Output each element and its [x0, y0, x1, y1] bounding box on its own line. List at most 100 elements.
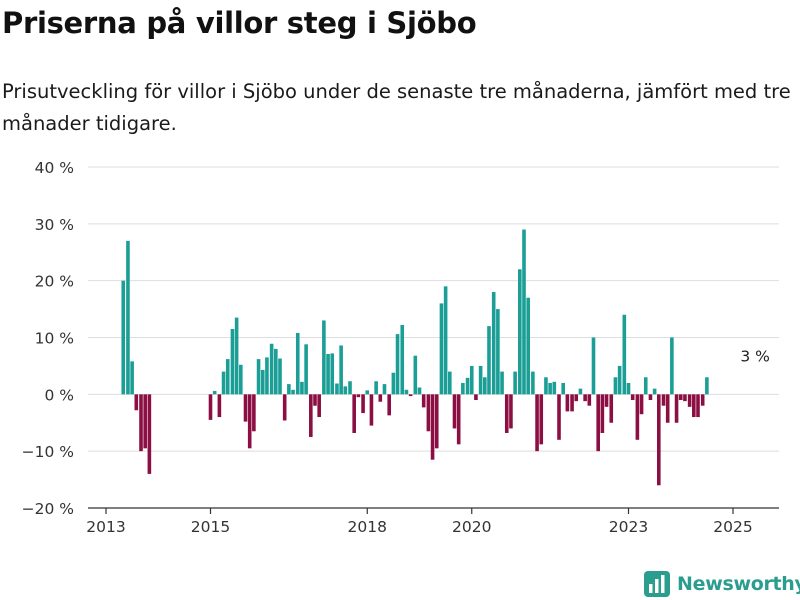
- bar: [500, 371, 504, 395]
- bar: [604, 394, 609, 407]
- bar: [269, 343, 274, 395]
- bar: [557, 394, 561, 440]
- bar: [326, 353, 330, 395]
- bar: [705, 377, 709, 395]
- bar: [234, 317, 239, 395]
- bars: [121, 229, 709, 486]
- bar: [260, 369, 265, 395]
- bar: [657, 394, 661, 486]
- x-tick-label: 2018: [348, 518, 387, 536]
- y-tick-label: 10 %: [35, 330, 74, 348]
- bar: [630, 394, 635, 401]
- x-tick-label: 2015: [191, 518, 230, 536]
- bar: [404, 389, 409, 395]
- bar: [478, 365, 483, 395]
- bar: [313, 394, 317, 406]
- bar: [309, 394, 313, 437]
- bar: [343, 386, 348, 395]
- bar: [452, 394, 457, 429]
- bar: [282, 394, 287, 421]
- x-tick-label: 2013: [86, 518, 125, 536]
- chart-subtitle: Prisutveckling för villor i Sjöbo under …: [2, 80, 791, 135]
- bar: [378, 394, 383, 402]
- y-tick-label: −10 %: [22, 443, 74, 461]
- bar: [561, 382, 565, 395]
- bar: [483, 377, 487, 395]
- bar: [426, 394, 431, 432]
- bar: [513, 371, 517, 395]
- bar: [643, 377, 648, 395]
- bar: [535, 394, 539, 452]
- grid-lines: [88, 166, 779, 452]
- bar: [335, 383, 339, 395]
- bar: [583, 394, 587, 402]
- bar: [665, 394, 670, 423]
- bar: [617, 365, 622, 395]
- bar: [469, 365, 474, 395]
- bar: [225, 359, 230, 395]
- bar: [443, 286, 448, 395]
- bar: [587, 394, 592, 406]
- bar: [352, 394, 356, 433]
- bar: [391, 372, 396, 395]
- bar: [526, 297, 530, 395]
- bar: [696, 394, 700, 418]
- bar: [491, 292, 496, 395]
- bar: [317, 394, 321, 418]
- bar: [687, 394, 692, 407]
- x-tick-label: 2020: [452, 518, 491, 536]
- bar: [217, 394, 222, 418]
- bar: [518, 269, 522, 395]
- bar: [439, 303, 444, 395]
- bar: [295, 332, 300, 395]
- chart-title: Priserna på villor steg i Sjöbo: [2, 6, 477, 40]
- bar-chart-logo-icon: [644, 571, 670, 597]
- bar: [683, 394, 687, 402]
- bar: [287, 384, 291, 395]
- bar: [212, 390, 217, 395]
- bar: [291, 389, 295, 395]
- y-tick-label: 0 %: [44, 386, 74, 404]
- bar: [121, 280, 126, 395]
- annotation-layer: 3 %: [740, 347, 770, 365]
- bar: [565, 394, 570, 412]
- bar: [230, 328, 235, 395]
- y-tick-label: 40 %: [35, 159, 74, 177]
- bar: [339, 345, 343, 395]
- bar: [387, 394, 391, 416]
- bar: [243, 394, 248, 422]
- bar: [678, 394, 683, 401]
- bar: [278, 358, 282, 395]
- bar: [622, 314, 627, 395]
- bar: [552, 381, 557, 395]
- x-tick-label: 2023: [609, 518, 648, 536]
- y-tick-label: −20 %: [22, 500, 74, 518]
- brand-name: Newsworthy: [677, 573, 800, 595]
- bar: [674, 394, 679, 423]
- bar: [130, 361, 134, 395]
- bar: [448, 371, 452, 395]
- bar: [304, 344, 308, 395]
- bar: [570, 394, 574, 412]
- bar: [139, 394, 143, 452]
- brand-logo: Newsworthy: [644, 569, 800, 599]
- bar: [635, 394, 640, 440]
- bar: [221, 371, 226, 395]
- bar: [208, 394, 213, 420]
- bar: [496, 309, 500, 395]
- bar: [265, 357, 269, 395]
- bar: [639, 394, 644, 415]
- bar: [648, 394, 653, 401]
- bar: [126, 240, 130, 395]
- bar: [361, 394, 365, 414]
- bar: [613, 377, 618, 395]
- bar: [539, 394, 544, 445]
- bar: [465, 377, 470, 395]
- bar: [413, 355, 418, 395]
- bar: [578, 388, 583, 395]
- bar: [421, 394, 426, 408]
- bar: [330, 353, 335, 395]
- bar: [700, 394, 705, 406]
- bar: [395, 334, 400, 395]
